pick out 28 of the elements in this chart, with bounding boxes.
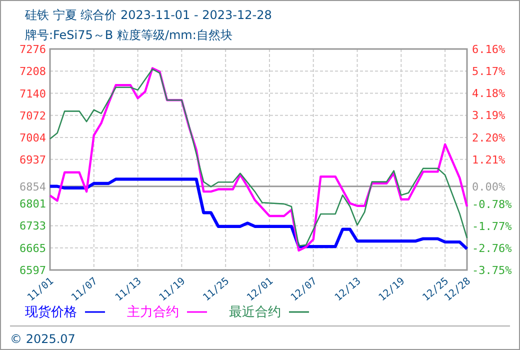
y-tick-label: 7072 [20, 109, 46, 122]
y-tick-label: 6937 [20, 153, 46, 166]
y-tick-label: 6733 [20, 220, 46, 233]
y-tick-label: 7208 [20, 65, 46, 78]
chart-title: 硅铁 宁夏 综合价 2023-11-01 - 2023-12-28 [24, 8, 272, 22]
y2-tick-label: 2.20% [472, 131, 506, 144]
text: © 2025.07 [10, 332, 76, 346]
y2-tick-label: -3.75% [472, 264, 512, 277]
legend-label: 现货价格 [25, 305, 77, 320]
y2-tick-label: 4.18% [472, 87, 506, 100]
y2-tick-label: 1.21% [472, 153, 506, 166]
y-tick-label: 7004 [20, 132, 46, 145]
y-tick-label: 6854 [20, 180, 46, 194]
y2-tick-label: 5.17% [472, 65, 506, 78]
y-tick-label: 7276 [20, 43, 46, 56]
y2-tick-label: -2.76% [472, 242, 512, 255]
y2-tick-label: 6.16% [472, 43, 506, 56]
chart-subtitle: 牌号:FeSi75～B 粒度等级/mm:自然块 [25, 28, 232, 42]
y-tick-label: 6801 [20, 198, 46, 211]
y2-tick-label: -1.77% [472, 220, 512, 233]
legend-label: 最近合约 [229, 305, 281, 320]
y2-tick-label: 3.19% [472, 109, 506, 122]
legend-label: 主力合约 [127, 304, 179, 320]
y-tick-label: 7140 [20, 87, 46, 100]
y-tick-label: 6597 [20, 264, 46, 277]
y-tick-label: 6665 [20, 242, 46, 255]
y2-tick-label: 0.00% [472, 180, 506, 194]
y2-tick-label: -0.78% [472, 198, 512, 211]
